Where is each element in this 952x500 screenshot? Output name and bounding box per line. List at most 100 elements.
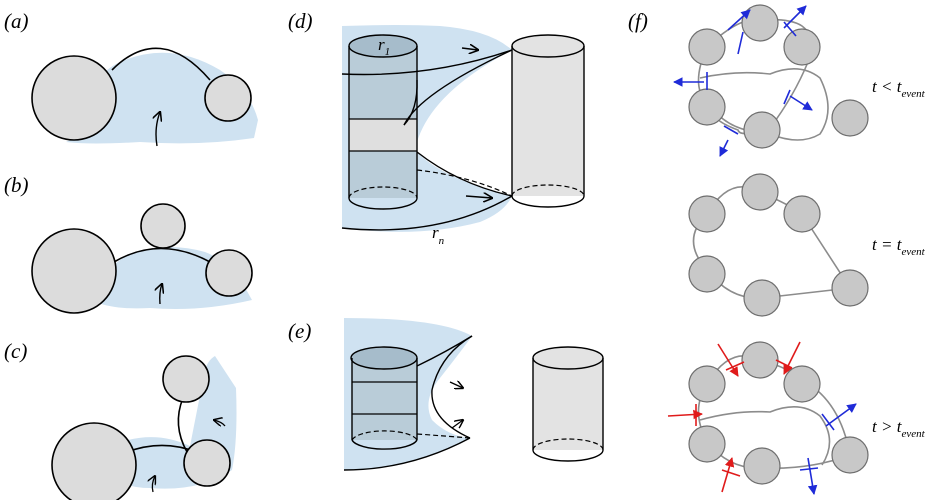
meniscus-curve-a	[111, 47, 211, 81]
particle-f3-4	[688, 425, 726, 463]
film-edge-top	[341, 49, 513, 76]
panel-c: (c)	[4, 339, 237, 500]
cylinder-right-bottom	[511, 195, 585, 208]
force-arrow-red-1	[717, 343, 739, 377]
particle-f2-4	[688, 255, 726, 293]
panel-label-a: (a)	[4, 9, 29, 33]
particle-f2-5	[743, 279, 781, 317]
force-arrow-blue-6	[825, 403, 857, 427]
label-before: t < tevent	[872, 77, 926, 100]
particle-f3-6	[831, 436, 869, 474]
particle-f3-3	[783, 365, 821, 403]
force-tick-6	[821, 413, 835, 431]
particle-f1-2	[741, 4, 779, 42]
bond-loop-outer-after	[699, 406, 831, 466]
ring-before	[673, 4, 869, 157]
particle-f2-2	[741, 173, 779, 211]
force-arrow-blue-5	[719, 139, 729, 157]
cylinder-e2-body	[533, 358, 603, 450]
force-arrow-red-2	[783, 341, 801, 375]
meniscus-hidden-lower	[416, 169, 513, 197]
panel-d: (d) r1 rn	[288, 9, 585, 247]
panel-e: (e)	[288, 318, 604, 471]
particle-f1-3	[783, 28, 821, 66]
flow-arrow-a	[156, 112, 160, 147]
force-tick-red-4	[721, 469, 741, 477]
panel-b: (b)	[4, 173, 253, 314]
cylinder-e-wet	[352, 358, 417, 440]
force-tick-4	[783, 89, 791, 105]
flow-arrow-e2	[451, 420, 463, 429]
cylinder-dry-band	[349, 119, 417, 151]
meniscus-neck-lower	[416, 151, 513, 197]
particle-f1-6	[831, 99, 869, 137]
particle-top-b	[140, 203, 186, 249]
panel-f: (f) t < tevent	[628, 4, 926, 495]
particle-small-b	[205, 249, 253, 297]
particle-f3-1	[688, 365, 726, 403]
label-rn: rn	[432, 223, 445, 247]
particle-top-c	[162, 355, 210, 403]
panel-label-d: (d)	[288, 9, 313, 33]
bond-loop-outer-before	[699, 68, 829, 141]
particle-f2-6	[831, 269, 869, 307]
film-edge-bottom	[341, 195, 513, 231]
ring-at	[688, 173, 869, 317]
particle-f1-1	[688, 28, 726, 66]
label-at: t = tevent	[872, 235, 926, 258]
meniscus-e-neck	[431, 335, 473, 439]
flow-arrow-d-bottom	[465, 196, 492, 198]
label-after: t > tevent	[872, 417, 926, 440]
force-tick-red-1	[725, 361, 745, 371]
force-tick-red-2	[775, 359, 793, 369]
flow-arrow-e1	[449, 382, 463, 388]
cylinder-e-top	[350, 346, 418, 370]
cylinder-e2-bottom	[532, 449, 604, 462]
force-tick-5	[723, 125, 739, 135]
force-arrow-red-4	[721, 457, 735, 493]
flow-arrow-c2	[152, 476, 155, 493]
cylinder-e-bottom-hidden	[351, 430, 418, 441]
film-e-edge-bottom	[343, 437, 471, 471]
particle-f3-2	[741, 341, 779, 379]
cylinder-left-bottom	[348, 197, 418, 210]
particle-f1-5	[743, 111, 781, 149]
cylinder-right-body	[512, 46, 584, 196]
flow-arrow-b	[160, 284, 162, 305]
particle-f3-5	[743, 447, 781, 485]
panel-label-e: (e)	[288, 319, 311, 343]
force-arrow-blue-4	[789, 95, 813, 111]
force-tick-7	[799, 467, 819, 471]
force-arrow-red-3	[667, 409, 703, 420]
label-r1: r1	[378, 35, 390, 58]
force-arrow-blue-1	[727, 9, 751, 31]
panel-label-c: (c)	[4, 339, 27, 363]
meniscus-e-hidden	[416, 433, 471, 439]
particle-f2-3	[783, 195, 821, 233]
particle-small-a	[204, 74, 252, 122]
force-tick-2	[783, 21, 797, 37]
panel-label-b: (b)	[4, 173, 29, 197]
cylinder-e-bottom	[351, 439, 418, 450]
force-arrow-blue-2	[783, 5, 807, 29]
meniscus-neck-upper	[403, 49, 513, 126]
panel-label-f: (f)	[628, 9, 648, 33]
cylinder-wet-band-bottom	[349, 151, 417, 198]
ring-after	[667, 341, 869, 495]
force-tick-1	[737, 31, 744, 55]
particle-small-c	[183, 439, 231, 487]
force-arrow-blue-7	[807, 457, 818, 495]
meniscus-curve-c2	[177, 397, 188, 453]
liquid-bridge-a	[66, 52, 258, 144]
particle-large-b	[31, 228, 117, 314]
flow-arrow-d-top	[461, 48, 478, 50]
particle-large-a	[31, 55, 117, 141]
flow-arrow-c1	[214, 420, 226, 427]
particle-large-c	[51, 422, 137, 500]
cylinder-e2-top	[532, 346, 604, 370]
cylinder-right-top	[511, 34, 585, 58]
panel-a: (a)	[4, 9, 258, 147]
particle-f1-4	[688, 88, 726, 126]
particle-f2-1	[688, 195, 726, 233]
